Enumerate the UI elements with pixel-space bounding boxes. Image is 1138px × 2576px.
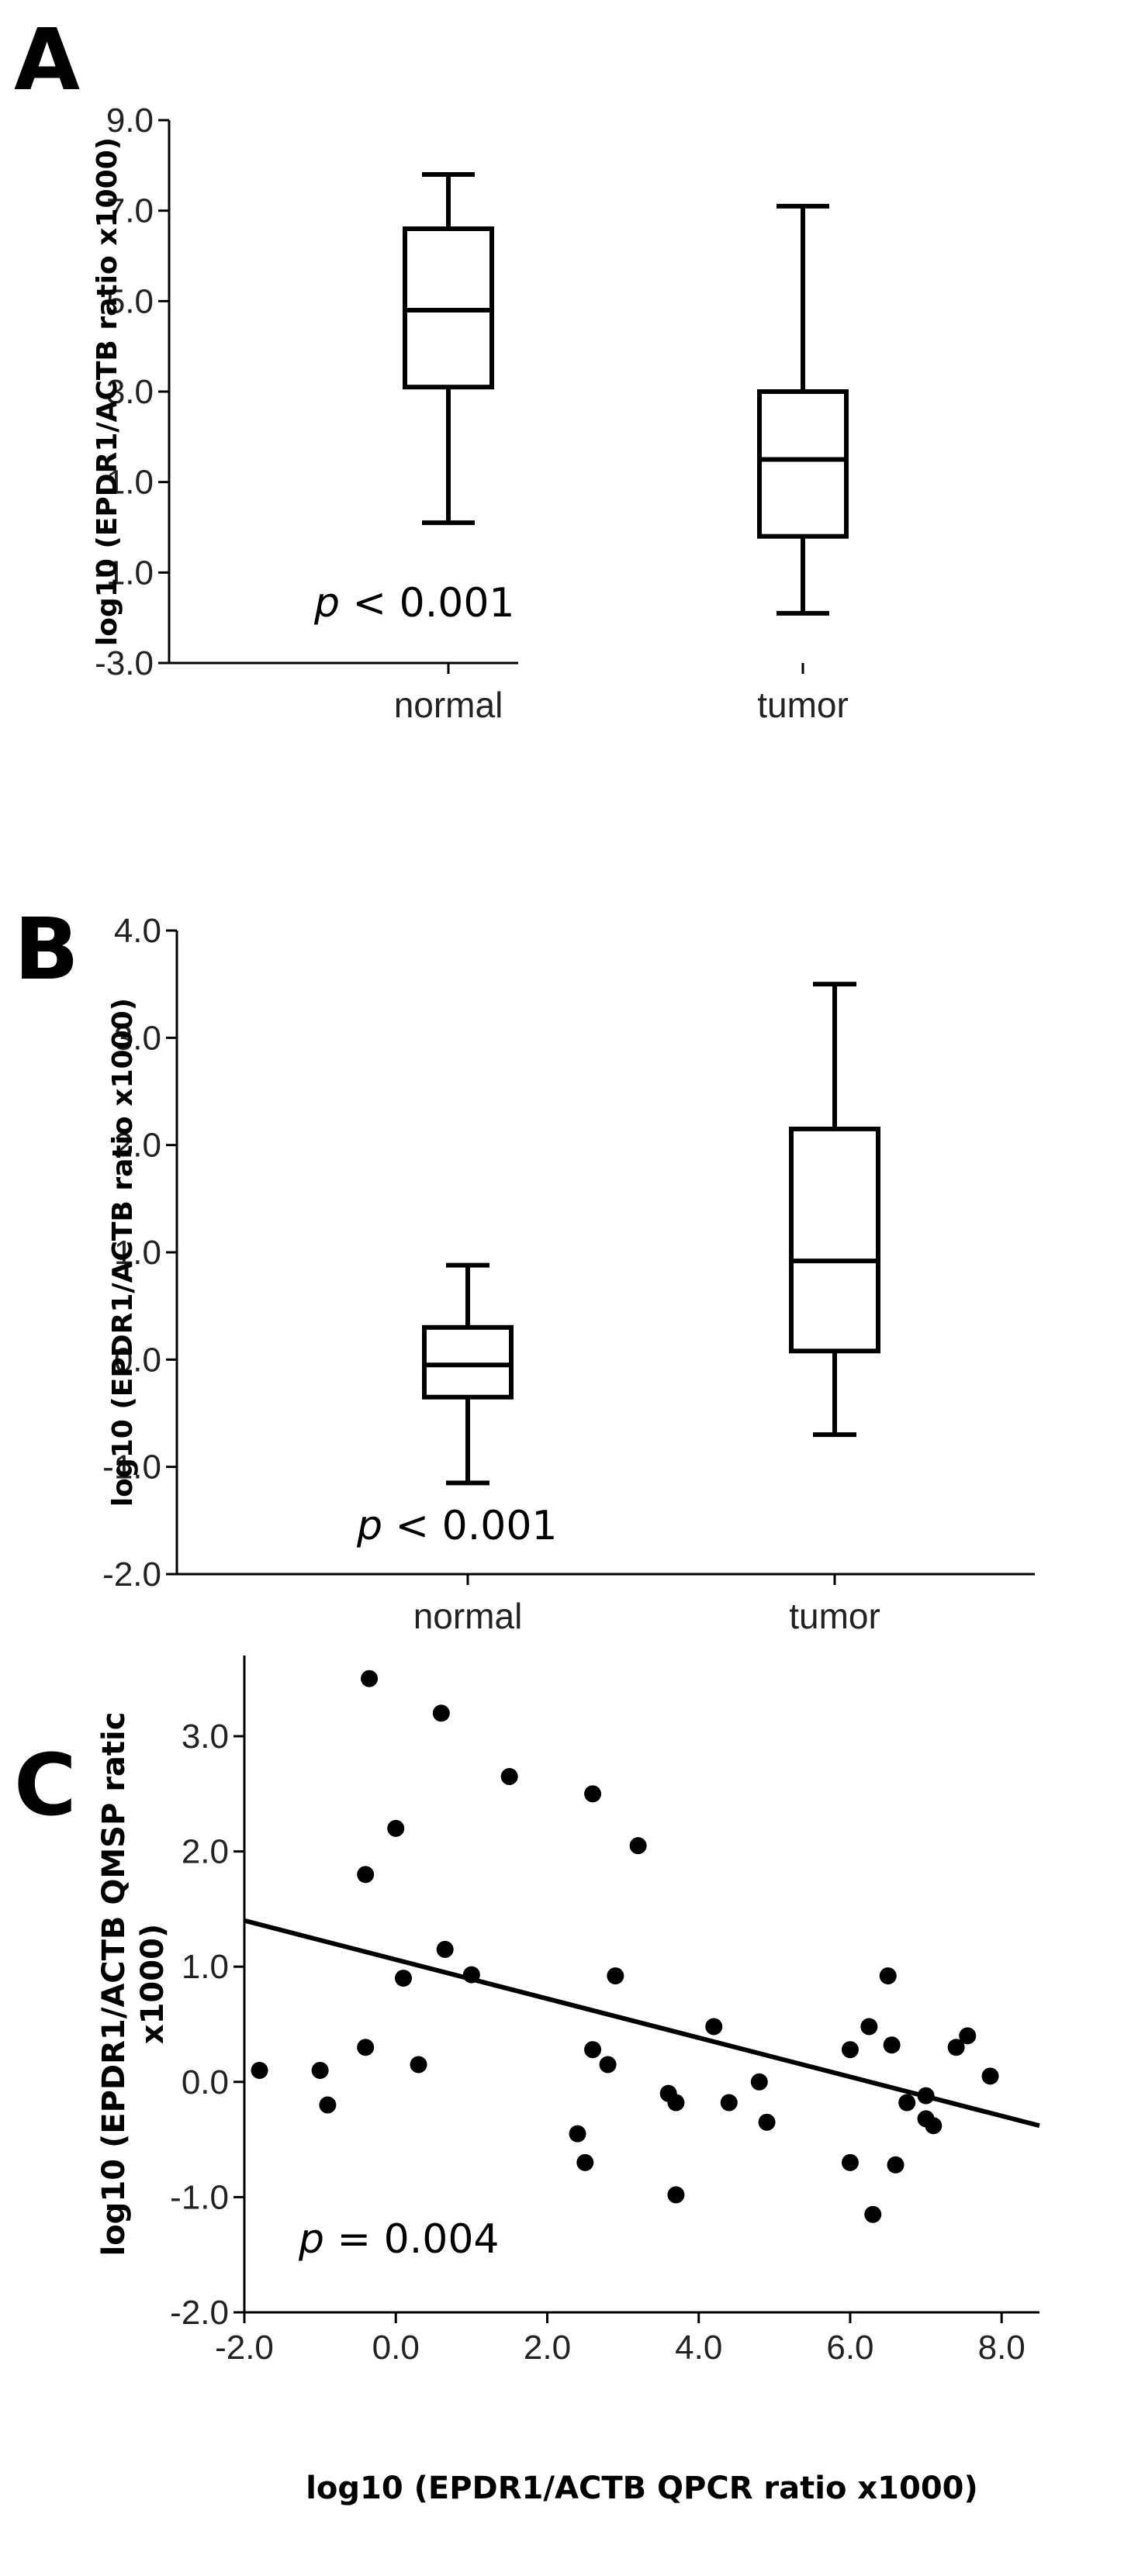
y-tick-label: 0.0 bbox=[182, 2063, 229, 2101]
data-point bbox=[357, 2039, 375, 2056]
panel-b-box-plot: B -2.0 -1.0 0.0 1.0 2.0 3.0 4.0 normal tumor log1… bbox=[14, 900, 1035, 1636]
data-point bbox=[917, 2087, 935, 2105]
data-point bbox=[860, 2018, 878, 2036]
panel-a-letter: A bbox=[14, 10, 80, 109]
data-point bbox=[436, 1940, 454, 1958]
data-point bbox=[251, 2061, 268, 2079]
data-point bbox=[864, 2205, 882, 2223]
y-tick-label: 0.0 bbox=[114, 1341, 161, 1379]
data-point bbox=[947, 2039, 965, 2056]
data-point bbox=[758, 2113, 776, 2131]
x-tick-label: -2.0 bbox=[215, 2329, 274, 2367]
p-value-symbol: p bbox=[356, 1503, 382, 1549]
y-tick-label: 9.0 bbox=[106, 102, 154, 140]
y-axis-title: log10 (EPDR1/ACTB ratio x1000) bbox=[107, 998, 139, 1507]
panel-b-letter: B bbox=[14, 900, 79, 999]
y-tick-label: 2.0 bbox=[182, 1833, 229, 1871]
category-label: normal bbox=[413, 1596, 523, 1636]
box-tumor bbox=[757, 389, 849, 539]
p-value-symbol: p bbox=[298, 2216, 324, 2263]
p-value-annotation: p < 0.001 bbox=[356, 1503, 558, 1549]
y-tick-label: 7.0 bbox=[106, 192, 154, 230]
box-tumor bbox=[789, 1126, 880, 1354]
x-tick-label: 2.0 bbox=[524, 2329, 571, 2367]
data-point bbox=[599, 2056, 617, 2074]
data-point bbox=[569, 2125, 586, 2143]
data-point bbox=[879, 1967, 897, 1985]
data-point bbox=[357, 1866, 375, 1884]
y-tick-label: -3.0 bbox=[95, 644, 154, 682]
p-value-text: = 0.004 bbox=[324, 2216, 500, 2263]
data-point bbox=[584, 2041, 602, 2059]
p-value-text: < 0.001 bbox=[382, 1503, 558, 1549]
x-tick-label: 6.0 bbox=[826, 2329, 873, 2367]
x-tick-label: 8.0 bbox=[978, 2329, 1026, 2367]
y-tick-label: 3.0 bbox=[106, 373, 154, 411]
y-tick-label: -1.0 bbox=[102, 1449, 161, 1487]
data-point bbox=[311, 2061, 329, 2079]
data-point bbox=[584, 1785, 602, 1803]
x-axis-title: log10 (EPDR1/ACTB QPCR ratio x1000) bbox=[306, 2471, 978, 2506]
category-label: tumor bbox=[757, 685, 849, 725]
data-point bbox=[887, 2156, 905, 2174]
panel-c-scatter-plot: C -2.0 -1.0 0.0 1.0 2.0 3.0 -2.0 0.0 2.0 4.0 6.0 8.… bbox=[14, 1656, 1040, 2506]
data-point bbox=[629, 1837, 647, 1855]
panel-a-box-plot: A -3.0 -1.0 1.0 3.0 5.0 7.0 9.0 normal tumor log1… bbox=[14, 10, 849, 725]
data-point bbox=[959, 2027, 977, 2045]
regression-line bbox=[244, 1918, 1040, 2129]
y-tick-label: -1.0 bbox=[95, 554, 154, 592]
y-tick-label: 1.0 bbox=[182, 1948, 229, 1986]
data-point bbox=[319, 2096, 337, 2114]
data-point bbox=[898, 2094, 916, 2112]
y-tick-label: 3.0 bbox=[182, 1718, 229, 1756]
category-label: tumor bbox=[789, 1596, 880, 1636]
y-tick-label: 2.0 bbox=[114, 1127, 161, 1165]
y-axis-title-line1: log10 (EPDR1/ACTB QMSP ratic bbox=[96, 1712, 132, 2257]
x-tick-label: 4.0 bbox=[675, 2329, 722, 2367]
data-point bbox=[883, 2036, 901, 2054]
box-normal bbox=[422, 1324, 514, 1400]
y-axis-title-line2: x1000) bbox=[135, 1924, 171, 2044]
y-tick-label: -1.0 bbox=[170, 2178, 229, 2216]
data-point bbox=[395, 1970, 412, 1987]
data-point bbox=[720, 2094, 738, 2112]
data-point bbox=[500, 1768, 518, 1786]
y-tick-label: 5.0 bbox=[106, 282, 154, 320]
data-point bbox=[576, 2153, 594, 2171]
data-point bbox=[667, 2186, 685, 2204]
data-point bbox=[607, 1967, 624, 1985]
data-point bbox=[361, 1670, 379, 1687]
data-point bbox=[410, 2056, 427, 2074]
y-tick-label: 1.0 bbox=[106, 464, 154, 502]
data-point bbox=[667, 2094, 685, 2112]
data-point bbox=[925, 2117, 943, 2135]
category-label: normal bbox=[394, 685, 503, 725]
y-tick-label: 1.0 bbox=[114, 1234, 161, 1272]
x-tick-label: 0.0 bbox=[372, 2329, 420, 2367]
p-value-annotation: p = 0.004 bbox=[298, 2216, 500, 2263]
data-point bbox=[432, 1704, 450, 1722]
data-point bbox=[841, 2041, 859, 2059]
data-point bbox=[387, 1819, 405, 1837]
data-point bbox=[462, 1966, 480, 1984]
y-tick-label: 3.0 bbox=[114, 1019, 161, 1057]
p-value-text: < 0.001 bbox=[340, 580, 515, 627]
p-value-annotation: p < 0.001 bbox=[313, 580, 515, 627]
y-tick-label: 4.0 bbox=[114, 912, 161, 950]
y-tick-label: -2.0 bbox=[102, 1556, 161, 1594]
y-axis-title: log10 (EPDR1/ACTB ratio x1000) bbox=[92, 137, 123, 646]
y-tick-label: -2.0 bbox=[170, 2294, 229, 2332]
panel-c-letter: C bbox=[14, 1735, 77, 1835]
data-point bbox=[841, 2153, 859, 2171]
data-point bbox=[750, 2073, 768, 2091]
data-point bbox=[705, 2018, 723, 2036]
data-point bbox=[981, 2067, 999, 2085]
p-value-symbol: p bbox=[313, 580, 340, 627]
